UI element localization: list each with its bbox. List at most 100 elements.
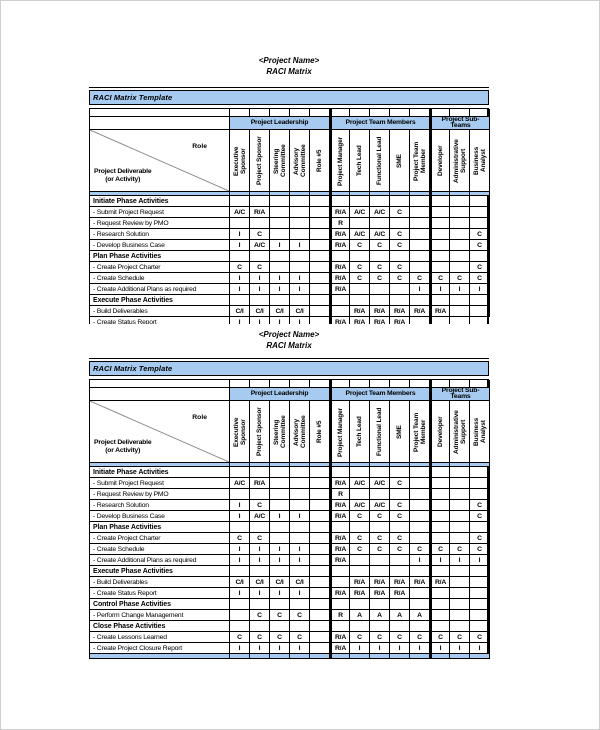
raci-cell: C [470,533,490,544]
raci-cell: I [230,317,250,324]
role-column-label: Project Team Member [412,140,427,181]
strip-cell [370,463,390,467]
raci-cell: C [350,240,370,251]
strip-cell [250,192,270,196]
raci-cell: C [250,500,270,511]
raci-cell [230,467,250,478]
role-column-label: Executive Sponsor [232,145,247,176]
raci-cell [410,599,430,610]
raci-cell: I [290,555,310,566]
raci-cell [330,467,350,478]
diagonal-line [90,401,229,462]
raci-cell: R/A [370,317,390,324]
raci-cell: R/A [330,632,350,643]
raci-cell: R/A [430,577,450,588]
raci-cell: C [430,632,450,643]
section-row: Control Phase Activities [90,599,490,610]
activity-row: - Develop Business Case I A/C I I R/A C C C C [90,240,490,251]
raci-cell: R/A [330,262,350,273]
raci-cell: A [410,610,430,621]
raci-cell [390,284,410,295]
role-column-label: Project Manager [337,135,344,186]
raci-cell [470,251,490,262]
role-column-label: Project Sponsor [256,136,263,185]
group-header: Project Team Members [330,388,430,401]
raci-cell [350,467,370,478]
spacer-cell [290,109,310,117]
raci-cell: I [290,273,310,284]
raci-cell [250,251,270,262]
activity-row: - Build Deliverables C/I C/I C/I C/I R/A R/A R/… [90,577,490,588]
strip-cell [410,463,430,467]
raci-cell [310,489,330,500]
raci-cell: A/C [350,478,370,489]
activity-row: - Create Additional Plans as required I I I… [90,284,490,295]
raci-cell: C [350,262,370,273]
raci-cell [410,588,430,599]
role-column-header: SME [390,401,410,463]
raci-cell: I [230,588,250,599]
raci-cell: I [290,511,310,522]
raci-cell [350,522,370,533]
raci-cell: A/C [230,478,250,489]
raci-cell [270,262,290,273]
raci-cell [250,522,270,533]
raci-cell: C [370,240,390,251]
raci-cell [310,588,330,599]
group-header: Project Team Members [330,117,430,130]
raci-cell [350,555,370,566]
role-column-label: Executive Sponsor [232,416,247,447]
role-column-label: Business Analyst [472,417,487,446]
raci-cell: I [350,643,370,654]
strip-cell [250,463,270,467]
raci-cell: C [390,207,410,218]
raci-cell: C/I [270,577,290,588]
raci-cell [450,588,470,599]
activity-row: - Submit Project Request A/C R/A R/A A/C A/C C [90,478,490,489]
raci-cell [310,196,330,207]
raci-cell: C [450,544,470,555]
raci-cell [330,306,350,317]
raci-cell [410,467,430,478]
spacer-cell [230,380,250,388]
raci-cell [470,218,490,229]
raci-cell: I [270,555,290,566]
raci-cell [250,196,270,207]
raci-cell [430,533,450,544]
raci-cell [410,295,430,306]
raci-cell [310,262,330,273]
raci-cell [470,295,490,306]
raci-cell [390,251,410,262]
spacer-cell [270,380,290,388]
activity-row: - Build Deliverables C/I C/I C/I C/I R/A R/A R/… [90,306,490,317]
raci-cell [430,500,450,511]
activity-row: - Create Project Charter C C R/A C C C C [90,262,490,273]
raci-cell [290,218,310,229]
raci-cell [290,229,310,240]
raci-cell [310,522,330,533]
raci-cell: R/A [390,577,410,588]
raci-cell: I [470,643,490,654]
raci-cell [370,467,390,478]
strip-cell [370,654,390,659]
clipped-row-container: - Create Status Report I I I I R/A R/A R/A R/A [90,317,487,324]
group-row-label [90,117,230,130]
raci-cell [450,522,470,533]
raci-cell [270,522,290,533]
row-label: Close Phase Activities [90,621,230,632]
row-label: - Create Project Closure Report [90,643,230,654]
activity-row: - Create Schedule I I I I R/A C C C C C C C [90,273,490,284]
strip-cell [230,192,250,196]
raci-cell: R/A [330,544,350,555]
raci-cell [270,207,290,218]
strip-cell [330,192,350,196]
raci-table-page-1: RACI Matrix Template Project Leadership Pr… [89,87,490,324]
raci-cell [270,599,290,610]
raci-cell: R/A [330,500,350,511]
raci-cell: I [430,643,450,654]
raci-cell: C [470,632,490,643]
raci-cell: I [270,643,290,654]
raci-cell: R/A [370,306,390,317]
raci-cell [290,262,310,273]
raci-cell [430,489,450,500]
